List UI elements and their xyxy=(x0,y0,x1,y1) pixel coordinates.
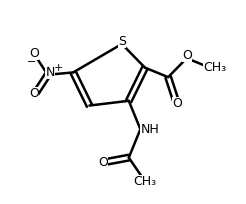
Text: O: O xyxy=(172,97,182,110)
Text: CH₃: CH₃ xyxy=(133,175,156,188)
Text: CH₃: CH₃ xyxy=(203,61,226,74)
Text: O: O xyxy=(182,49,192,62)
Text: −: − xyxy=(27,57,36,67)
Text: S: S xyxy=(118,35,126,48)
Text: NH: NH xyxy=(140,123,159,136)
Text: O: O xyxy=(29,87,39,100)
Text: O: O xyxy=(29,47,39,60)
Text: N: N xyxy=(45,66,55,79)
Text: O: O xyxy=(98,156,108,169)
Text: +: + xyxy=(53,63,63,73)
